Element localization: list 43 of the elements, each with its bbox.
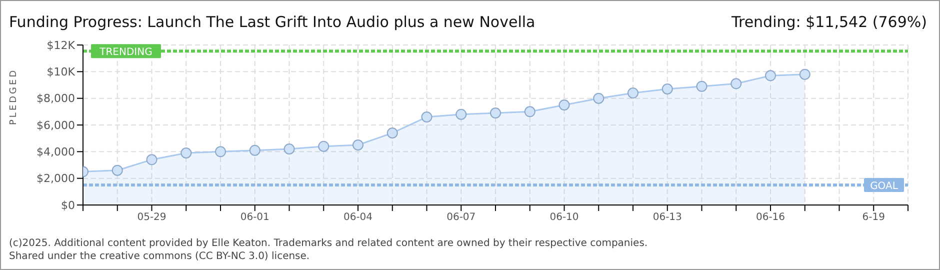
y-tick-label: $10K	[46, 66, 76, 79]
y-tick-label: $12K	[46, 38, 76, 52]
point	[386, 128, 398, 138]
point	[456, 108, 467, 120]
point	[146, 154, 158, 166]
x-tick-label: 06-01	[240, 212, 270, 224]
y-tick-label: $8,000	[36, 92, 75, 106]
ref-line-label: TRENDING	[98, 47, 152, 58]
point	[490, 108, 501, 118]
x-tick-label: 06-16	[756, 212, 786, 224]
x-tick-label: 6-19	[862, 212, 885, 224]
point	[318, 140, 330, 152]
point	[112, 164, 123, 176]
ref-line-label: GOAL	[870, 181, 898, 192]
point	[421, 112, 432, 122]
point	[524, 106, 536, 118]
point	[765, 70, 776, 82]
point	[558, 100, 570, 110]
point	[180, 148, 192, 158]
y-tick-label: $6,000	[36, 118, 75, 132]
x-tick-label: 06-13	[652, 212, 682, 224]
point	[215, 146, 226, 158]
y-tick-label: $4,000	[36, 146, 75, 159]
point	[799, 68, 810, 80]
point	[696, 80, 708, 92]
text: Shared under the creative commons (CC BY-NC 3.0) license.	[9, 250, 311, 263]
text: (c)2025. Additional content provided by Elle Keaton. Trademarks and related content are owned by their respective companies.	[9, 237, 648, 250]
point	[662, 84, 673, 94]
x-tick-label: 06-10	[550, 212, 579, 224]
point	[593, 92, 604, 104]
y-tick-label: $2,000	[36, 172, 75, 186]
point	[249, 144, 260, 156]
chart-subtitle: Trending: $11,542 (769%)	[732, 13, 927, 31]
point	[628, 88, 638, 98]
x-tick-label: 06-04	[343, 212, 373, 224]
y-axis-title: PLEDGED	[9, 68, 20, 125]
point	[284, 144, 295, 154]
point	[352, 140, 364, 150]
x-tick-label: 05-29	[137, 212, 166, 224]
x-tick-label: 06-07	[446, 212, 476, 224]
point	[730, 78, 742, 90]
chart-title: Funding Progress: Launch The Last Grift Into Audio plus a new Novella	[9, 13, 536, 31]
y-tick-label: $0	[61, 198, 75, 212]
